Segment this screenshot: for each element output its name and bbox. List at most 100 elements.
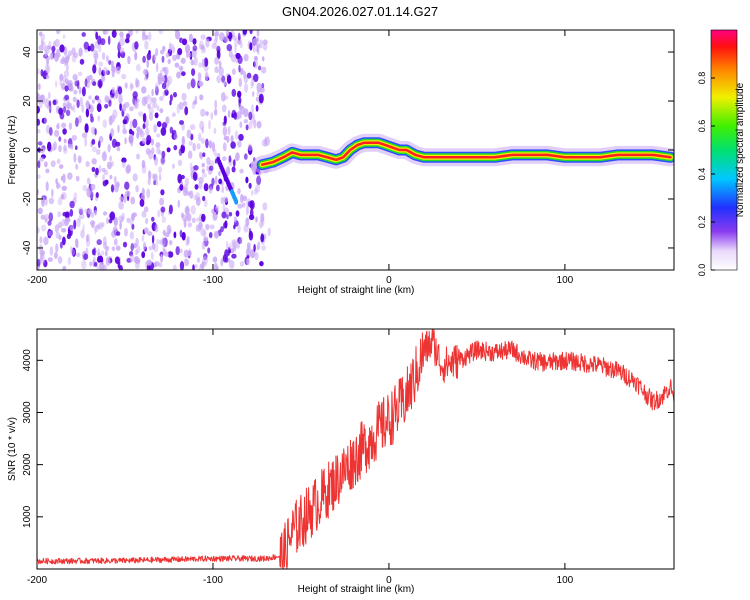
colorbar-tick-label: 0.8	[697, 72, 707, 85]
noise-blob	[153, 243, 159, 253]
noise-blob	[70, 246, 73, 252]
noise-blob	[192, 100, 198, 105]
noise-blob	[57, 197, 63, 206]
noise-blob	[89, 191, 94, 200]
noise-blob	[251, 190, 254, 196]
noise-blob	[160, 127, 167, 136]
noise-blob	[58, 234, 62, 241]
noise-blob	[168, 204, 173, 215]
noise-blob	[40, 33, 46, 41]
noise-blob	[76, 99, 80, 108]
noise-blob	[37, 226, 40, 234]
noise-blob	[135, 79, 140, 88]
noise-blob	[39, 236, 43, 244]
noise-blob	[254, 251, 259, 261]
noise-blob	[199, 94, 204, 101]
noise-blob	[183, 184, 189, 194]
noise-blob	[160, 237, 166, 247]
noise-blob	[122, 128, 128, 135]
noise-blob	[80, 229, 85, 239]
noise-blob	[57, 211, 62, 218]
noise-blob	[248, 111, 253, 121]
noise-blob	[243, 70, 247, 79]
noise-blob	[169, 100, 172, 106]
noise-blob	[174, 30, 179, 34]
noise-blob	[151, 242, 156, 250]
noise-blob	[118, 265, 123, 270]
noise-blob	[59, 73, 64, 81]
noise-blob	[50, 160, 56, 168]
noise-blob	[261, 244, 266, 251]
noise-blob	[200, 137, 205, 144]
noise-blob	[162, 237, 168, 248]
noise-blob	[221, 185, 225, 194]
noise-blob	[181, 38, 188, 46]
noise-blob	[88, 95, 92, 100]
noise-blob	[96, 103, 102, 113]
bottom-y-axis-label: SNR (10 * v/v)	[7, 417, 18, 481]
noise-blob	[162, 76, 166, 82]
noise-blob	[180, 57, 186, 64]
noise-blob	[100, 38, 106, 46]
noise-blob	[43, 236, 49, 246]
snr-panel: -200 -100 0 100 1000 2000 3000 4000 Height of …	[7, 328, 675, 595]
noise-blob	[103, 241, 108, 250]
noise-blob	[207, 247, 211, 254]
noise-blob	[54, 129, 60, 137]
noise-blob	[79, 58, 85, 65]
noise-blob	[151, 97, 157, 103]
noise-blob	[201, 162, 205, 168]
noise-blob	[235, 58, 238, 64]
noise-blob	[237, 32, 241, 41]
noise-blob	[109, 95, 113, 100]
noise-blob	[161, 150, 166, 159]
noise-blob	[192, 38, 197, 45]
noise-blob	[125, 38, 130, 44]
noise-blob	[144, 40, 149, 50]
noise-blob	[188, 140, 193, 146]
noise-blob	[77, 71, 83, 77]
noise-blob	[206, 156, 211, 166]
noise-blob	[226, 214, 229, 220]
noise-blob	[188, 52, 192, 58]
noise-blob	[253, 119, 257, 129]
noise-blob	[73, 153, 77, 163]
noise-blob	[48, 230, 52, 237]
noise-blob	[255, 216, 258, 223]
noise-blob	[155, 48, 159, 56]
noise-blob	[233, 216, 237, 223]
noise-blob	[109, 174, 113, 180]
noise-blob	[173, 92, 177, 98]
noise-blob	[231, 166, 236, 173]
noise-blob	[167, 79, 170, 88]
noise-blob	[228, 211, 233, 217]
noise-blob	[206, 165, 210, 171]
noise-blob	[185, 211, 189, 221]
noise-blob	[222, 142, 227, 152]
noise-blob	[262, 202, 268, 211]
noise-blob	[218, 178, 223, 185]
noise-blob	[59, 79, 63, 86]
noise-blob	[214, 175, 218, 185]
noise-blob	[57, 256, 63, 264]
noise-blob	[157, 76, 161, 86]
noise-blob	[225, 30, 230, 37]
noise-blob	[216, 184, 220, 192]
noise-blob	[39, 156, 45, 162]
noise-blob	[246, 258, 250, 266]
noise-blob	[168, 229, 171, 234]
noise-blob	[93, 261, 98, 267]
noise-blob	[178, 101, 184, 110]
noise-blob	[246, 72, 252, 79]
noise-blob	[239, 237, 243, 245]
noise-blob	[183, 249, 189, 258]
x-tick-label: -200	[27, 575, 47, 586]
noise-blob	[110, 128, 115, 137]
noise-blob	[75, 145, 78, 150]
noise-blob	[234, 44, 237, 54]
noise-blob	[121, 73, 127, 80]
noise-blob	[255, 184, 261, 193]
noise-blob	[153, 53, 157, 61]
noise-blob	[238, 64, 241, 73]
noise-blob	[252, 91, 255, 97]
